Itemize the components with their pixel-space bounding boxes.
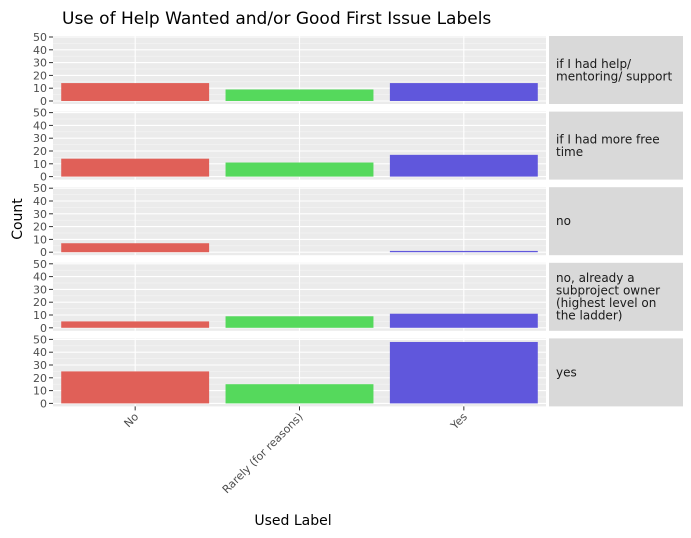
y-tick-label: 50	[33, 107, 47, 120]
facet-strip-label: no	[556, 214, 571, 228]
facet-strip	[549, 338, 683, 407]
y-tick-label: 30	[33, 283, 47, 296]
facet-strip	[549, 262, 683, 331]
bar	[61, 321, 210, 328]
y-tick-label: 0	[40, 322, 47, 335]
bar	[389, 83, 538, 101]
y-tick-label: 20	[33, 69, 47, 82]
y-tick-label: 10	[33, 82, 47, 95]
x-axis-title: Used Label	[254, 513, 331, 529]
x-tick-label: Rarely (for reasons)	[220, 410, 306, 496]
x-tick-label: No	[122, 410, 142, 430]
bar	[225, 162, 374, 177]
bar	[61, 158, 210, 177]
y-tick-label: 50	[33, 182, 47, 195]
y-tick-label: 20	[33, 372, 47, 385]
y-tick-label: 40	[33, 195, 47, 208]
y-tick-label: 30	[33, 132, 47, 145]
facet-strip	[549, 187, 683, 256]
x-axis-ticks: No Rarely (for reasons) Yes	[122, 406, 470, 496]
bar	[61, 243, 210, 253]
facet-strip	[549, 36, 683, 104]
y-tick-label: 30	[33, 208, 47, 221]
y-tick-label: 40	[33, 346, 47, 359]
y-tick-label: 30	[33, 57, 47, 70]
y-tick-label: 30	[33, 359, 47, 372]
x-tick-label: Yes	[447, 410, 470, 433]
y-tick-label: 20	[33, 145, 47, 158]
y-tick-label: 40	[33, 119, 47, 132]
y-tick-label: 40	[33, 271, 47, 284]
y-tick-label: 50	[33, 31, 47, 44]
y-tick-label: 50	[33, 258, 47, 271]
facet-strip-label: if I had help/mentoring/ support	[556, 57, 672, 84]
y-tick-label: 10	[33, 158, 47, 171]
chart-title: Use of Help Wanted and/or Good First Iss…	[62, 9, 491, 29]
y-tick-label: 10	[33, 309, 47, 322]
bar	[389, 341, 538, 404]
bar	[61, 371, 210, 404]
y-tick-label: 10	[33, 385, 47, 398]
facet-strip-label: no, already a subproject owner (highest le…	[556, 271, 660, 323]
bar	[61, 83, 210, 101]
bar	[389, 154, 538, 177]
y-axis-title: Count	[10, 198, 26, 240]
y-tick-label: 0	[40, 171, 47, 184]
facet-strip-label: yes	[556, 365, 577, 379]
y-tick-label: 10	[33, 233, 47, 246]
bar	[225, 89, 374, 101]
facet-strip-label: if I had more free time	[556, 132, 660, 159]
bar	[225, 384, 374, 404]
bar	[389, 313, 538, 328]
bar	[225, 316, 374, 328]
y-tick-label: 0	[40, 397, 47, 410]
y-tick-label: 0	[40, 246, 47, 259]
y-tick-label: 0	[40, 95, 47, 108]
bar	[389, 250, 538, 253]
y-tick-label: 20	[33, 221, 47, 234]
facet-strip	[549, 111, 683, 180]
y-tick-label: 50	[33, 333, 47, 346]
y-tick-label: 40	[33, 44, 47, 57]
y-tick-label: 20	[33, 296, 47, 309]
